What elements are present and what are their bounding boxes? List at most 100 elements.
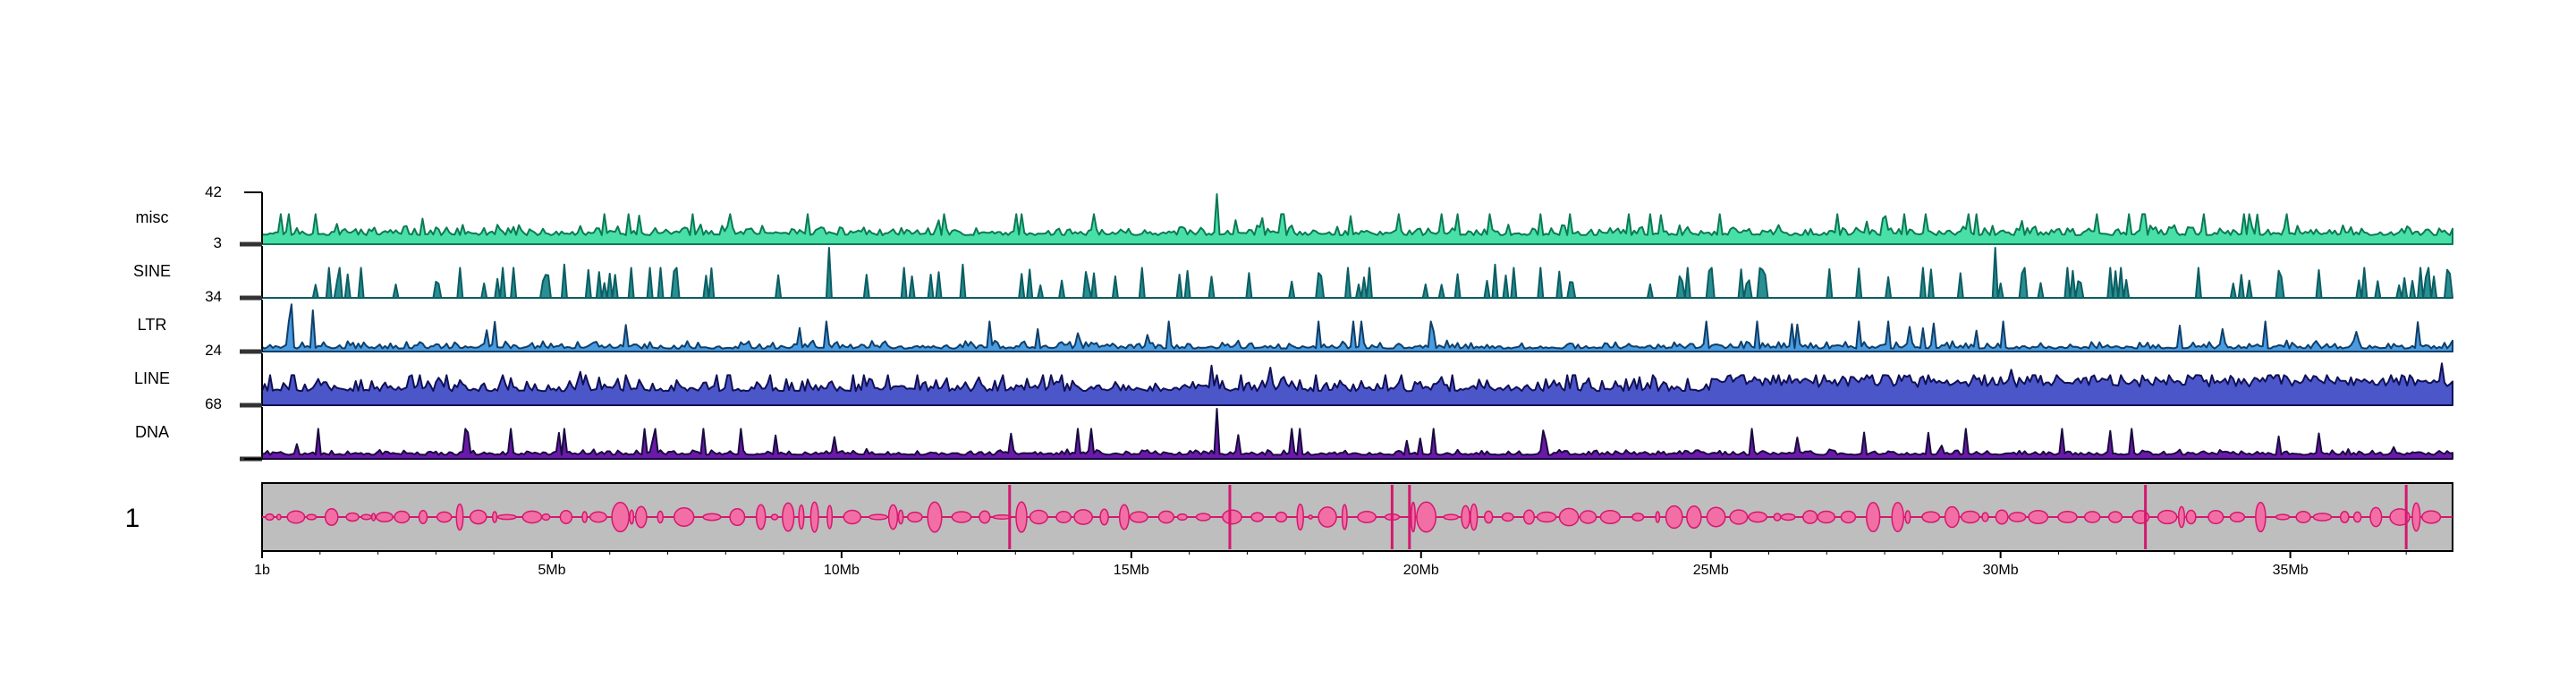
track-name-ltr: LTR bbox=[138, 316, 167, 334]
track-sine: SINE bbox=[133, 246, 2453, 301]
track-scale-label: 42 bbox=[205, 183, 222, 200]
ideogram-feature bbox=[1536, 511, 1557, 523]
ideogram-feature bbox=[1308, 514, 1314, 520]
ideogram-feature bbox=[2185, 509, 2197, 525]
ideogram-feature bbox=[1195, 513, 1211, 522]
ideogram-feature bbox=[1866, 501, 1881, 533]
track-area-ltr bbox=[261, 303, 2453, 352]
x-tick-label: 10Mb bbox=[824, 563, 860, 578]
ideogram-feature bbox=[979, 510, 991, 524]
ideogram-feature bbox=[1073, 509, 1093, 525]
ideogram-feature bbox=[521, 510, 543, 524]
ideogram-feature bbox=[1599, 509, 1621, 525]
ideogram-feature bbox=[755, 504, 767, 530]
ideogram-feature bbox=[345, 512, 360, 522]
ideogram-feature bbox=[951, 511, 972, 523]
ideogram-feature bbox=[1655, 511, 1661, 523]
ideogram-feature bbox=[1461, 505, 1470, 530]
ideogram-feature bbox=[491, 511, 498, 523]
ideogram-feature bbox=[798, 504, 805, 530]
ideogram-feature bbox=[657, 510, 664, 524]
ideogram-feature bbox=[541, 513, 551, 522]
ideogram-feature bbox=[1015, 501, 1028, 533]
track-name-misc: misc bbox=[136, 208, 169, 226]
ideogram-feature bbox=[2312, 513, 2333, 522]
ideogram-feature bbox=[611, 501, 630, 533]
track-name-sine: SINE bbox=[133, 262, 171, 280]
track-scale-label: 24 bbox=[205, 342, 222, 359]
track-line: LINE bbox=[134, 353, 2453, 408]
ideogram-feature bbox=[1665, 505, 1683, 530]
ideogram-feature bbox=[2083, 511, 2101, 523]
ideogram-feature bbox=[1055, 510, 1072, 524]
ideogram-feature bbox=[869, 513, 888, 521]
ideogram-feature bbox=[1921, 511, 1941, 523]
ideogram-feature bbox=[1686, 505, 1702, 530]
ideogram-feature bbox=[1558, 507, 1580, 527]
track-area-dna bbox=[261, 408, 2453, 460]
ideogram-feature bbox=[286, 510, 306, 524]
density-tracks: misc SINE LTR LINE DNA 42 3 34 24 68 bbox=[133, 183, 2453, 462]
x-tick-label: 20Mb bbox=[1403, 563, 1439, 578]
ideogram-feature bbox=[2008, 512, 2027, 522]
ideogram-feature bbox=[2229, 511, 2246, 523]
ideogram-feature bbox=[589, 511, 607, 523]
ideogram-feature bbox=[1944, 505, 1960, 529]
ideogram-feature bbox=[2177, 505, 2186, 529]
track-dna: DNA bbox=[135, 407, 2453, 462]
ideogram-feature bbox=[1522, 509, 1536, 525]
ideogram-feature bbox=[275, 513, 282, 521]
ideogram-feature bbox=[1318, 506, 1337, 528]
ideogram-feature bbox=[455, 503, 464, 531]
x-tick-label: 25Mb bbox=[1693, 563, 1729, 578]
ideogram-feature bbox=[2207, 509, 2224, 525]
ideogram-feature bbox=[1960, 510, 1980, 524]
chromosome-label: 1 bbox=[125, 504, 140, 533]
ideogram-feature bbox=[1631, 512, 1645, 522]
ideogram-feature bbox=[826, 505, 834, 530]
ideogram-feature bbox=[265, 513, 275, 522]
ideogram-feature bbox=[1470, 503, 1479, 531]
ideogram-feature bbox=[1118, 504, 1130, 530]
ideogram-feature bbox=[2352, 511, 2362, 523]
ideogram-feature bbox=[729, 507, 746, 527]
ideogram-feature bbox=[2157, 509, 2178, 525]
ideogram-feature bbox=[1904, 510, 1911, 524]
ideogram-feature bbox=[1250, 512, 1265, 522]
ideogram-feature bbox=[1341, 504, 1348, 530]
ideogram-feature bbox=[1099, 508, 1109, 526]
x-tick-label: 35Mb bbox=[2273, 563, 2309, 578]
ideogram-feature bbox=[1773, 513, 1782, 522]
ideogram-feature bbox=[2295, 510, 2311, 524]
ideogram-feature bbox=[2389, 508, 2411, 526]
track-area-misc bbox=[261, 193, 2453, 245]
x-tick-label: 15Mb bbox=[1114, 563, 1149, 578]
ideogram-feature bbox=[2057, 511, 2078, 523]
ideogram-feature bbox=[1416, 501, 1437, 533]
ideogram-feature bbox=[306, 513, 318, 521]
track-misc: misc bbox=[136, 192, 2453, 247]
track-area-line bbox=[261, 362, 2453, 406]
ideogram-feature bbox=[469, 509, 487, 525]
ideogram-feature bbox=[992, 514, 1013, 520]
ideogram-feature bbox=[1780, 513, 1796, 522]
track-name-line: LINE bbox=[134, 369, 170, 387]
ideogram-feature bbox=[1275, 511, 1288, 523]
ideogram-feature bbox=[782, 502, 795, 532]
ideogram-feature bbox=[418, 509, 428, 525]
ideogram-feature bbox=[2421, 510, 2442, 524]
ideogram-feature bbox=[2411, 502, 2421, 532]
ideogram-feature bbox=[673, 507, 695, 527]
x-axis: 1b 5Mb 10Mb 15Mb 20Mb 25Mb 30Mb 35Mb bbox=[254, 551, 2407, 578]
ideogram-feature bbox=[2028, 509, 2049, 525]
x-tick-label: 1b bbox=[254, 563, 270, 578]
ideogram-feature bbox=[629, 509, 635, 525]
ideogram-feature bbox=[1296, 503, 1304, 531]
ideogram-feature bbox=[1817, 510, 1836, 524]
ideogram-feature bbox=[1157, 510, 1175, 524]
ideogram-feature bbox=[770, 513, 779, 521]
ideogram-feature bbox=[375, 512, 394, 522]
ideogram-feature bbox=[887, 504, 899, 530]
ideogram-feature bbox=[2369, 506, 2383, 528]
